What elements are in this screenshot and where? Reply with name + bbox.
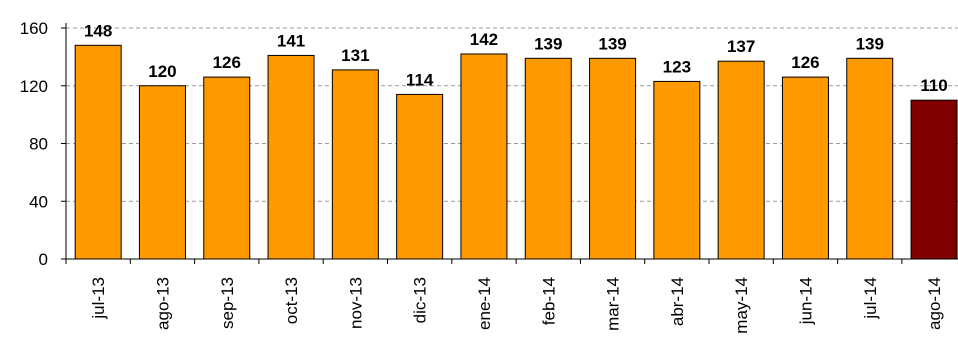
data-label-ago-14: 110 — [920, 76, 947, 95]
bar-jul-14 — [846, 57, 894, 260]
x-tick-label-dic-13: dic-13 — [411, 277, 430, 323]
bar-ago-14 — [910, 99, 958, 260]
x-tick-label-jul-13: jul-13 — [89, 277, 108, 320]
data-label-abr-14: 123 — [663, 57, 691, 76]
x-tick-label-jun-14: jun-14 — [796, 277, 815, 325]
data-label-may-14: 137 — [727, 37, 755, 56]
x-tick-label-ene-14: ene-14 — [475, 277, 494, 330]
bar-jul-13 — [74, 44, 122, 260]
data-label-jul-14: 139 — [856, 34, 884, 53]
data-labels: 148 120 126 141 131 114 142 139 139 123 137 126 139 1… — [84, 21, 948, 95]
bars — [74, 44, 958, 260]
x-tick-label-sep-13: sep-13 — [218, 277, 237, 329]
data-label-jul-13: 148 — [84, 21, 112, 40]
data-label-mar-14: 139 — [598, 34, 626, 53]
bar-nov-13 — [331, 69, 379, 260]
y-tick-label: 160 — [20, 19, 48, 38]
bar-may-14 — [717, 60, 765, 260]
x-tick-labels: jul-13 ago-13 sep-13 oct-13 nov-13 dic-13 ene-… — [89, 277, 944, 334]
x-tick-label-ago-14: ago-14 — [925, 277, 944, 330]
bar-ene-14 — [460, 53, 508, 260]
y-tick-label: 0 — [39, 250, 48, 269]
data-label-sep-13: 126 — [213, 53, 241, 72]
data-label-jun-14: 126 — [791, 53, 819, 72]
x-tick-label-may-14: may-14 — [732, 277, 751, 334]
y-tick-label: 40 — [29, 192, 48, 211]
bar-feb-14 — [524, 57, 572, 260]
bar-mar-14 — [589, 57, 637, 260]
y-tick-label: 80 — [29, 135, 48, 154]
x-tick-label-nov-13: nov-13 — [346, 277, 365, 329]
y-tick-label: 120 — [20, 77, 48, 96]
data-label-ago-13: 120 — [148, 62, 176, 81]
x-tick-label-ago-13: ago-13 — [153, 277, 172, 330]
data-label-feb-14: 139 — [534, 34, 562, 53]
bar-abr-14 — [653, 80, 701, 260]
bar-oct-13 — [267, 54, 315, 260]
data-label-ene-14: 142 — [470, 30, 498, 49]
x-tick-label-oct-13: oct-13 — [282, 277, 301, 324]
data-label-nov-13: 131 — [341, 46, 369, 65]
bar-dic-13 — [396, 93, 444, 260]
y-tick-labels: 0 40 80 120 160 — [20, 19, 48, 269]
data-label-dic-13: 114 — [406, 70, 434, 89]
bar-jun-14 — [781, 76, 829, 260]
bar-ago-13 — [138, 85, 186, 260]
bar-sep-13 — [203, 76, 251, 260]
axes — [61, 23, 958, 264]
x-tick-label-abr-14: abr-14 — [668, 277, 687, 326]
x-tick-label-feb-14: feb-14 — [539, 277, 558, 325]
x-tick-label-mar-14: mar-14 — [604, 277, 623, 331]
x-tick-label-jul-14: jul-14 — [861, 277, 880, 320]
data-label-oct-13: 141 — [277, 31, 305, 50]
